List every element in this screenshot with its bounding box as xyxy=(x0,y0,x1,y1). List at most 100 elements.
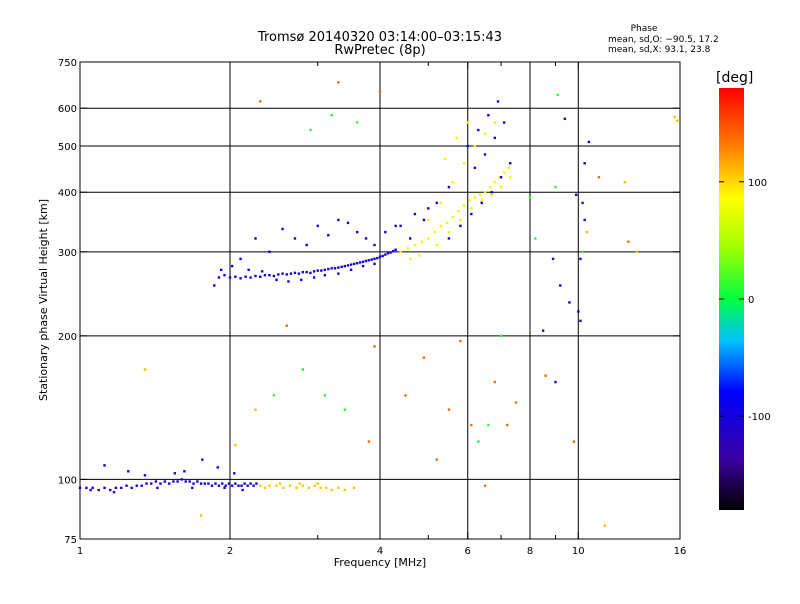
data-point xyxy=(355,121,359,124)
data-point xyxy=(127,470,130,473)
data-point xyxy=(514,401,518,404)
data-point xyxy=(493,136,497,140)
data-point xyxy=(288,484,292,487)
data-point xyxy=(254,274,257,278)
data-point xyxy=(352,262,356,266)
data-point xyxy=(457,209,460,213)
data-point xyxy=(462,204,466,207)
data-point xyxy=(498,176,501,179)
data-point xyxy=(259,100,262,103)
x-tick-label: 10 xyxy=(572,546,585,557)
data-point xyxy=(233,472,236,475)
data-point xyxy=(422,218,426,222)
data-point xyxy=(275,278,278,282)
data-point xyxy=(499,185,503,189)
data-point xyxy=(240,484,243,487)
data-point xyxy=(352,486,356,490)
x-tick-label: 2 xyxy=(227,546,233,557)
data-point xyxy=(384,253,387,256)
data-point xyxy=(330,267,333,270)
data-point xyxy=(337,81,340,84)
data-point xyxy=(370,258,373,261)
data-point xyxy=(216,466,219,469)
data-point xyxy=(300,278,303,282)
data-point xyxy=(295,486,298,490)
data-point xyxy=(583,218,586,222)
data-point xyxy=(143,474,147,477)
data-point xyxy=(327,234,330,237)
data-point xyxy=(319,486,322,490)
data-point xyxy=(343,408,347,411)
data-point xyxy=(439,201,443,205)
data-point xyxy=(243,482,246,485)
data-point xyxy=(496,100,500,103)
data-point xyxy=(455,136,458,140)
data-point xyxy=(112,491,116,494)
data-point xyxy=(230,484,234,487)
data-point xyxy=(223,273,226,277)
x-tick-label: 4 xyxy=(377,546,383,557)
data-point xyxy=(224,484,227,487)
data-point xyxy=(581,250,584,254)
x-tick-label: 6 xyxy=(465,546,471,557)
data-point xyxy=(150,482,153,485)
data-point xyxy=(478,193,482,197)
data-point xyxy=(435,243,438,247)
data-point xyxy=(305,270,308,274)
data-point xyxy=(234,275,237,278)
data-point xyxy=(173,472,177,475)
data-point xyxy=(263,486,267,490)
data-point xyxy=(346,221,350,225)
data-point xyxy=(597,176,601,179)
data-point xyxy=(409,237,412,240)
data-point xyxy=(433,230,436,234)
data-point xyxy=(480,201,483,205)
data-point xyxy=(391,249,395,253)
data-point xyxy=(399,224,402,228)
data-point xyxy=(154,480,158,483)
data-point xyxy=(316,482,319,485)
data-point xyxy=(508,176,512,179)
data-point xyxy=(323,273,327,277)
data-point xyxy=(130,486,133,490)
data-point xyxy=(323,394,327,397)
data-point xyxy=(217,276,221,279)
data-point xyxy=(577,310,580,313)
data-points-layer xyxy=(78,81,679,527)
data-point xyxy=(394,248,397,251)
y-axis-ticks: 75 100 200 300 400 500 600 750 xyxy=(58,58,680,546)
data-point xyxy=(581,201,584,205)
data-point xyxy=(493,180,497,184)
data-point xyxy=(367,259,371,262)
data-point xyxy=(493,380,497,384)
data-point xyxy=(488,185,492,189)
data-point xyxy=(312,276,316,279)
data-point xyxy=(585,230,588,234)
data-point xyxy=(214,482,217,485)
data-point xyxy=(603,524,606,527)
x-axis-label: Frequency [MHz] xyxy=(334,556,426,569)
data-point xyxy=(298,482,301,485)
data-point xyxy=(435,201,438,205)
data-point xyxy=(103,464,106,467)
data-point xyxy=(272,274,276,278)
data-point xyxy=(337,266,340,269)
data-point xyxy=(447,185,451,189)
data-point xyxy=(309,271,312,275)
data-point xyxy=(293,271,297,275)
data-point xyxy=(285,324,288,327)
data-point xyxy=(114,486,118,490)
data-point xyxy=(145,482,148,485)
data-point xyxy=(199,482,203,485)
data-point xyxy=(349,263,353,266)
data-point xyxy=(85,486,88,490)
data-point xyxy=(367,440,371,443)
data-point xyxy=(337,218,340,222)
data-point xyxy=(445,221,449,225)
data-point xyxy=(413,212,417,216)
data-point xyxy=(386,252,390,255)
data-point xyxy=(480,198,483,202)
data-point xyxy=(255,482,258,485)
data-point xyxy=(156,486,159,490)
data-point xyxy=(281,272,284,275)
